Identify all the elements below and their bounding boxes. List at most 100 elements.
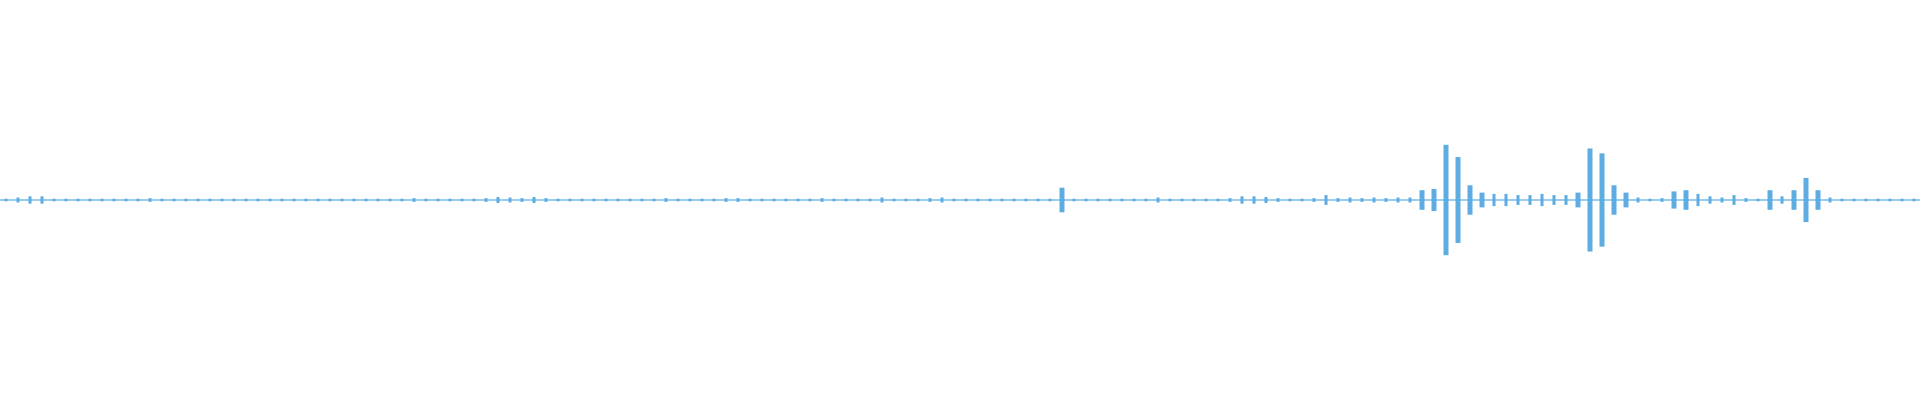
peak (1623, 192, 1629, 208)
peak (820, 198, 824, 202)
peak (1876, 198, 1880, 202)
peak (4, 198, 8, 202)
peak (232, 198, 236, 202)
peak (1048, 198, 1052, 202)
peak (1479, 192, 1485, 208)
peak (1492, 193, 1496, 207)
peak (1852, 198, 1856, 202)
peak (364, 198, 368, 202)
peak (1683, 190, 1689, 210)
peak (880, 197, 884, 203)
peak (1384, 198, 1388, 202)
peak (1300, 198, 1304, 202)
peak (1336, 198, 1340, 202)
peak (940, 197, 944, 203)
peak (1180, 198, 1184, 202)
peak (856, 198, 860, 202)
peak (1108, 198, 1112, 202)
peak (544, 198, 548, 202)
peak (1720, 197, 1724, 203)
peak (1696, 193, 1700, 207)
peak (1000, 198, 1004, 202)
peak (292, 198, 296, 202)
peak (1756, 198, 1760, 202)
peak (1168, 198, 1172, 202)
peak (1528, 195, 1532, 205)
peak (1744, 198, 1748, 202)
peak (1888, 198, 1892, 202)
peak (964, 198, 968, 202)
peak (628, 198, 632, 202)
peak (196, 198, 200, 202)
peak (1599, 153, 1605, 247)
peak (40, 196, 44, 204)
peak (1791, 190, 1797, 210)
peak (640, 198, 644, 202)
peak (1708, 196, 1712, 204)
peak (1900, 198, 1904, 202)
peak (520, 198, 524, 202)
peak (1204, 198, 1208, 202)
peak (688, 198, 692, 202)
peak (1767, 190, 1773, 210)
peak (124, 198, 128, 202)
peak (988, 198, 992, 202)
peak (484, 198, 488, 202)
peak (556, 198, 560, 202)
peak (112, 198, 116, 202)
peak (316, 198, 320, 202)
peak (1587, 148, 1593, 252)
peak (208, 198, 212, 202)
peak (652, 198, 656, 202)
peak (1864, 198, 1868, 202)
peak (976, 198, 980, 202)
peak (220, 198, 224, 202)
peak (340, 198, 344, 202)
peak (256, 198, 260, 202)
peak (1732, 195, 1736, 205)
peak (604, 198, 608, 202)
peak (1575, 192, 1581, 208)
peak (1540, 193, 1544, 207)
peak (88, 198, 92, 202)
peak (616, 198, 620, 202)
peak (244, 198, 248, 202)
peak (184, 198, 188, 202)
peak (1780, 196, 1784, 204)
peak (1348, 197, 1352, 203)
peak (1504, 193, 1508, 207)
peak (1288, 198, 1292, 202)
peak (952, 198, 956, 202)
peak (304, 198, 308, 202)
peak (160, 198, 164, 202)
peak (1828, 197, 1832, 203)
peak (1552, 195, 1556, 205)
peak (100, 198, 104, 202)
peak (1228, 198, 1232, 202)
peak (724, 198, 728, 202)
peak (664, 198, 668, 202)
peak (268, 198, 272, 202)
peak (676, 198, 680, 202)
peak (52, 198, 56, 202)
peak (280, 198, 284, 202)
peak (1132, 198, 1136, 202)
peak (424, 198, 428, 202)
peak (1252, 196, 1256, 204)
peak (580, 198, 584, 202)
peak (64, 198, 68, 202)
peak (1408, 197, 1412, 203)
peak (748, 198, 752, 202)
peak (1611, 185, 1617, 215)
peak (1660, 198, 1664, 202)
peak (928, 198, 932, 202)
peak (1096, 198, 1100, 202)
peak (1360, 198, 1364, 202)
peak (916, 198, 920, 202)
peak (496, 196, 500, 204)
peak (148, 198, 152, 202)
peak (532, 196, 536, 204)
peak (436, 198, 440, 202)
peak (136, 198, 140, 202)
